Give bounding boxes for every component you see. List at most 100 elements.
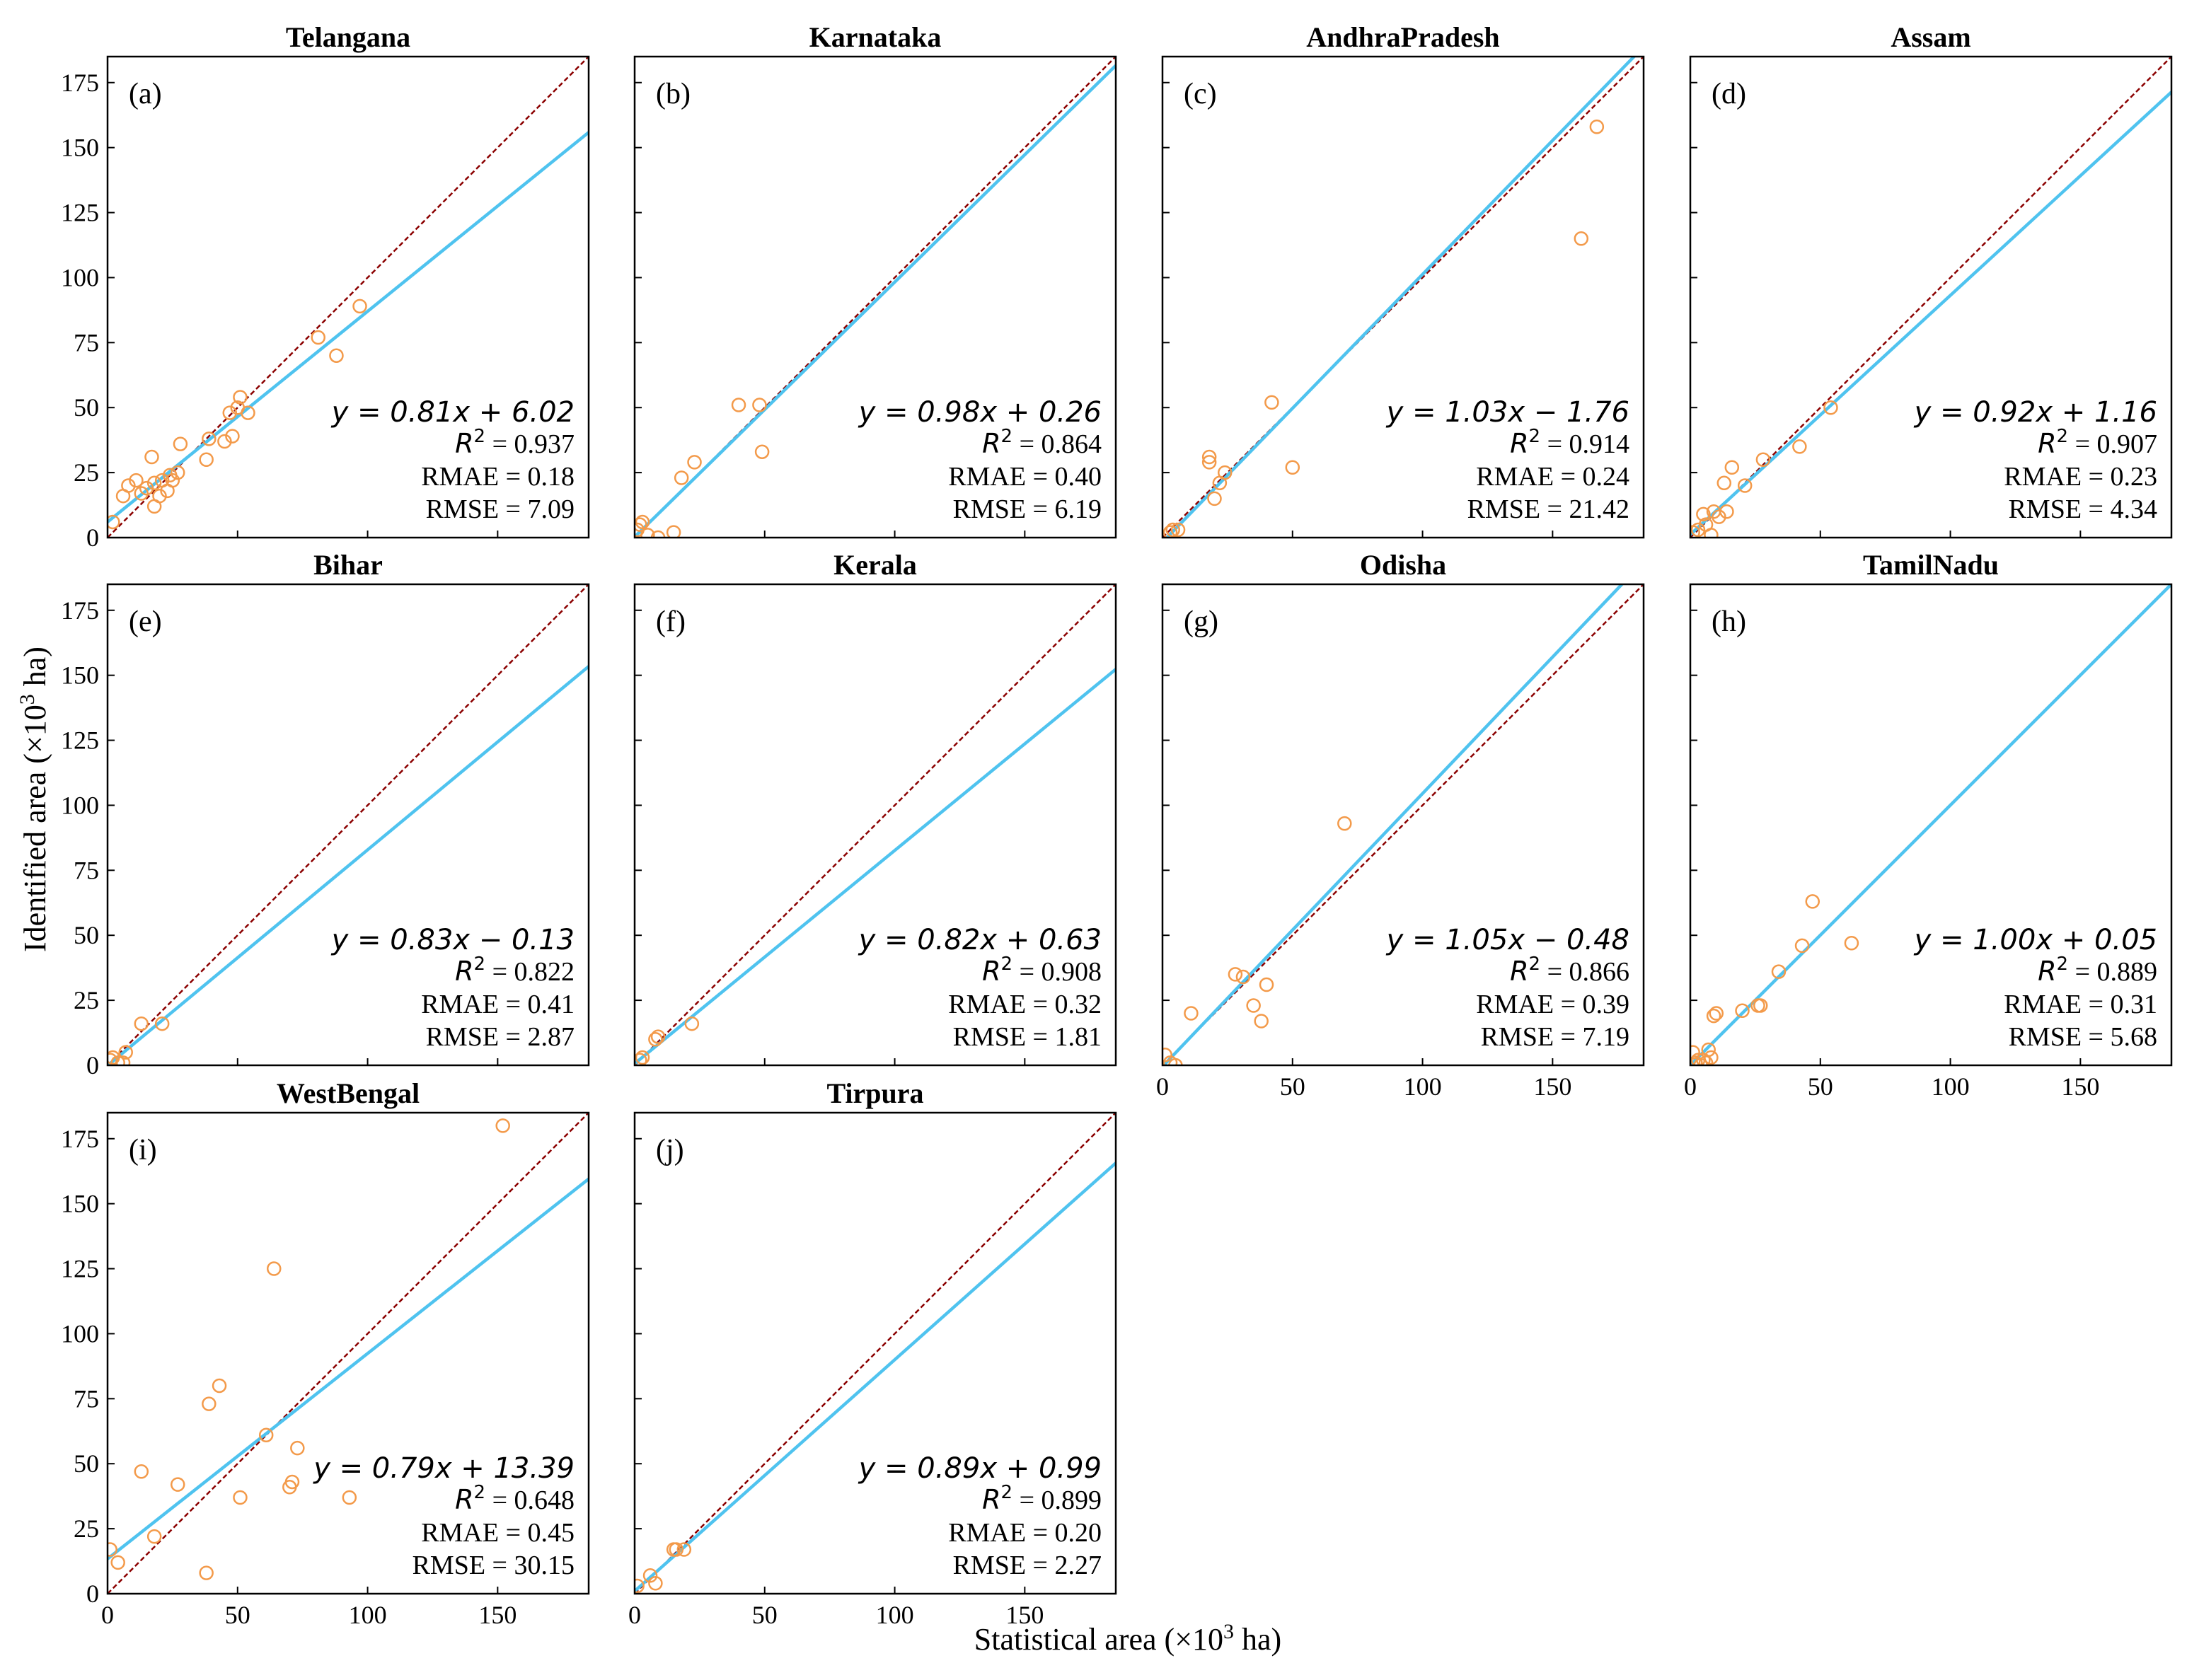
rmse-value: RMSE = 2.27 bbox=[953, 1551, 1102, 1580]
panel-bihar: 0 25 50 75 100 125 150 175 Bihar (e) y = 0.83x − 0… bbox=[61, 549, 590, 1079]
panel-tamilnadu: 0 50 100 150 TamilNadu (h) y = 1.00x + 0.05R2 … bbox=[1684, 549, 2173, 1101]
x-tick-label: 0 bbox=[1684, 1072, 1697, 1101]
identity-line bbox=[635, 584, 1116, 1065]
data-point bbox=[1696, 506, 1711, 522]
data-point bbox=[1690, 1055, 1703, 1065]
panel-title: Tirpura bbox=[826, 1077, 923, 1109]
data-point bbox=[1589, 119, 1605, 134]
panel-title: Telangana bbox=[286, 21, 410, 53]
x-tick-label: 0 bbox=[628, 1601, 641, 1629]
r-squared: R2 = 0.866 bbox=[1510, 954, 1629, 987]
data-point bbox=[146, 1529, 162, 1544]
data-point bbox=[108, 514, 120, 530]
panel-label: (g) bbox=[1184, 606, 1218, 638]
y-tick-label: 25 bbox=[74, 1514, 99, 1543]
identity-line bbox=[108, 584, 589, 1065]
x-tick-label: 100 bbox=[876, 1601, 914, 1629]
data-point bbox=[752, 398, 767, 412]
fit-equation: y = 1.03x − 1.76 bbox=[1386, 396, 1629, 429]
data-point bbox=[173, 436, 188, 451]
data-point bbox=[170, 465, 185, 480]
panel-title: Kerala bbox=[833, 549, 917, 581]
data-point bbox=[635, 1053, 647, 1065]
data-point bbox=[1235, 969, 1251, 985]
x-tick-label: 50 bbox=[752, 1601, 778, 1629]
data-point bbox=[1690, 522, 1706, 538]
rmae-value: RMAE = 0.40 bbox=[948, 462, 1102, 492]
data-point bbox=[635, 517, 647, 532]
data-point bbox=[648, 1031, 663, 1047]
data-point bbox=[648, 1576, 663, 1591]
x-tick-label: 50 bbox=[1280, 1072, 1305, 1101]
data-point bbox=[110, 1055, 125, 1065]
fit-equation: y = 0.81x + 6.02 bbox=[331, 396, 575, 429]
data-point bbox=[687, 455, 702, 470]
panel-label: (f) bbox=[656, 606, 686, 638]
data-point bbox=[225, 429, 240, 444]
x-tick-label: 100 bbox=[349, 1601, 387, 1629]
y-tick-label: 0 bbox=[86, 1051, 99, 1079]
data-point bbox=[1792, 439, 1807, 454]
data-point bbox=[650, 530, 666, 538]
identity-line bbox=[635, 1113, 1116, 1594]
data-point bbox=[1844, 935, 1859, 951]
rmae-value: RMAE = 0.32 bbox=[948, 990, 1102, 1019]
data-point bbox=[199, 1565, 214, 1580]
fit-line bbox=[1690, 91, 2171, 536]
data-point bbox=[1753, 998, 1768, 1013]
data-point bbox=[1162, 1048, 1172, 1062]
data-point bbox=[212, 1378, 227, 1394]
data-point bbox=[152, 488, 167, 504]
data-point bbox=[635, 514, 650, 530]
fit-equation: y = 1.00x + 0.05 bbox=[1914, 924, 2157, 956]
data-point bbox=[258, 1427, 274, 1443]
r-squared: R2 = 0.908 bbox=[982, 954, 1102, 987]
panel-title: Karnataka bbox=[809, 21, 942, 53]
y-tick-label: 100 bbox=[61, 1319, 99, 1348]
y-tick-label: 175 bbox=[61, 69, 99, 97]
data-point bbox=[1170, 522, 1186, 538]
x-tick-label: 0 bbox=[101, 1601, 114, 1629]
data-point bbox=[754, 444, 770, 459]
data-point bbox=[1162, 1055, 1178, 1065]
plot-frame bbox=[633, 1111, 1117, 1595]
fit-line bbox=[635, 668, 1116, 1065]
panel-label: (b) bbox=[656, 78, 691, 110]
x-tick-label: 50 bbox=[1808, 1072, 1833, 1101]
plot-frame bbox=[1161, 55, 1645, 539]
data-point bbox=[134, 1016, 149, 1031]
data-point bbox=[635, 1050, 650, 1065]
data-point bbox=[311, 330, 325, 345]
panel-title: Odisha bbox=[1360, 549, 1446, 581]
y-tick-label: 100 bbox=[61, 263, 99, 291]
fit-equation: y = 0.79x + 13.39 bbox=[313, 1452, 575, 1485]
data-point bbox=[284, 1474, 300, 1490]
plot-frame bbox=[633, 55, 1117, 539]
panel-label: (c) bbox=[1184, 78, 1217, 110]
data-point bbox=[684, 1016, 700, 1031]
r-squared: R2 = 0.907 bbox=[2038, 426, 2157, 459]
data-point bbox=[1259, 977, 1274, 992]
rmae-value: RMAE = 0.39 bbox=[1476, 990, 1629, 1019]
fit-line bbox=[635, 64, 1116, 538]
panel-label: (d) bbox=[1712, 78, 1746, 110]
data-point bbox=[139, 480, 154, 496]
y-tick-label: 50 bbox=[74, 393, 99, 422]
data-point bbox=[134, 1464, 149, 1479]
data-point bbox=[1716, 475, 1732, 491]
data-point bbox=[1805, 894, 1820, 909]
fit-line bbox=[108, 131, 589, 523]
data-point bbox=[241, 405, 255, 420]
y-tick-label: 0 bbox=[86, 1580, 99, 1608]
data-point bbox=[635, 1578, 645, 1594]
y-tick-label: 100 bbox=[61, 791, 99, 819]
data-point bbox=[1823, 400, 1838, 415]
data-point bbox=[115, 1055, 131, 1065]
data-point bbox=[1704, 528, 1719, 538]
data-point bbox=[676, 1542, 692, 1557]
r-squared: R2 = 0.648 bbox=[455, 1482, 575, 1515]
data-point bbox=[1794, 938, 1810, 954]
rmse-value: RMSE = 1.81 bbox=[953, 1022, 1102, 1052]
